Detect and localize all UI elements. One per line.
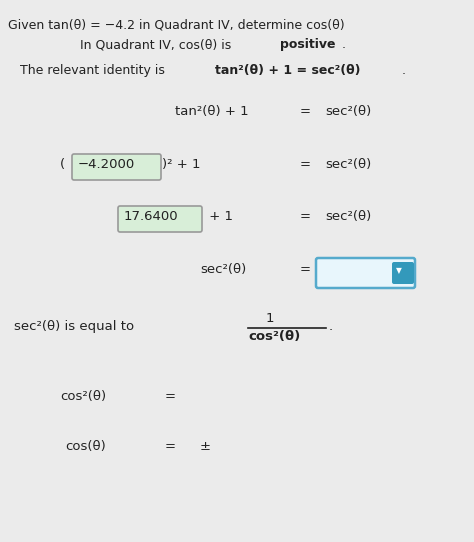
Text: In Quadrant IV, cos(θ) is: In Quadrant IV, cos(θ) is (80, 38, 235, 51)
Text: tan²(θ) + 1: tan²(θ) + 1 (175, 105, 249, 118)
Text: Given tan(θ) = −4.2 in Quadrant IV, determine cos(θ): Given tan(θ) = −4.2 in Quadrant IV, dete… (8, 18, 345, 31)
FancyBboxPatch shape (118, 206, 202, 232)
Text: cos(θ): cos(θ) (65, 440, 106, 453)
Text: .: . (342, 38, 346, 51)
Text: tan²(θ) + 1 = sec²(θ): tan²(θ) + 1 = sec²(θ) (215, 64, 361, 77)
Text: sec²(θ): sec²(θ) (325, 105, 371, 118)
Text: cos²(θ): cos²(θ) (248, 330, 300, 343)
Text: .: . (398, 64, 406, 77)
Text: −4.2000: −4.2000 (78, 158, 135, 171)
Text: =: = (300, 105, 310, 118)
Text: sec²(θ): sec²(θ) (325, 210, 371, 223)
Text: ±: ± (200, 440, 211, 453)
Text: =: = (165, 390, 176, 403)
Text: 17.6400: 17.6400 (124, 210, 179, 223)
Text: cos²(θ): cos²(θ) (60, 390, 106, 403)
FancyBboxPatch shape (72, 154, 161, 180)
Text: (: ( (60, 158, 65, 171)
Text: =: = (300, 263, 310, 276)
Text: .: . (329, 320, 333, 333)
FancyBboxPatch shape (392, 262, 414, 284)
Text: positive: positive (280, 38, 336, 51)
Text: =: = (300, 210, 310, 223)
FancyBboxPatch shape (316, 258, 415, 288)
Text: =: = (165, 440, 176, 453)
Text: sec²(θ) is equal to: sec²(θ) is equal to (14, 320, 134, 333)
Text: sec²(θ): sec²(θ) (325, 158, 371, 171)
Text: 1: 1 (266, 312, 274, 325)
Text: )² + 1: )² + 1 (162, 158, 201, 171)
Text: + 1: + 1 (205, 210, 233, 223)
Text: =: = (300, 158, 310, 171)
Text: sec²(θ): sec²(θ) (200, 263, 246, 276)
Text: The relevant identity is: The relevant identity is (20, 64, 169, 77)
Text: ▼: ▼ (396, 266, 402, 275)
